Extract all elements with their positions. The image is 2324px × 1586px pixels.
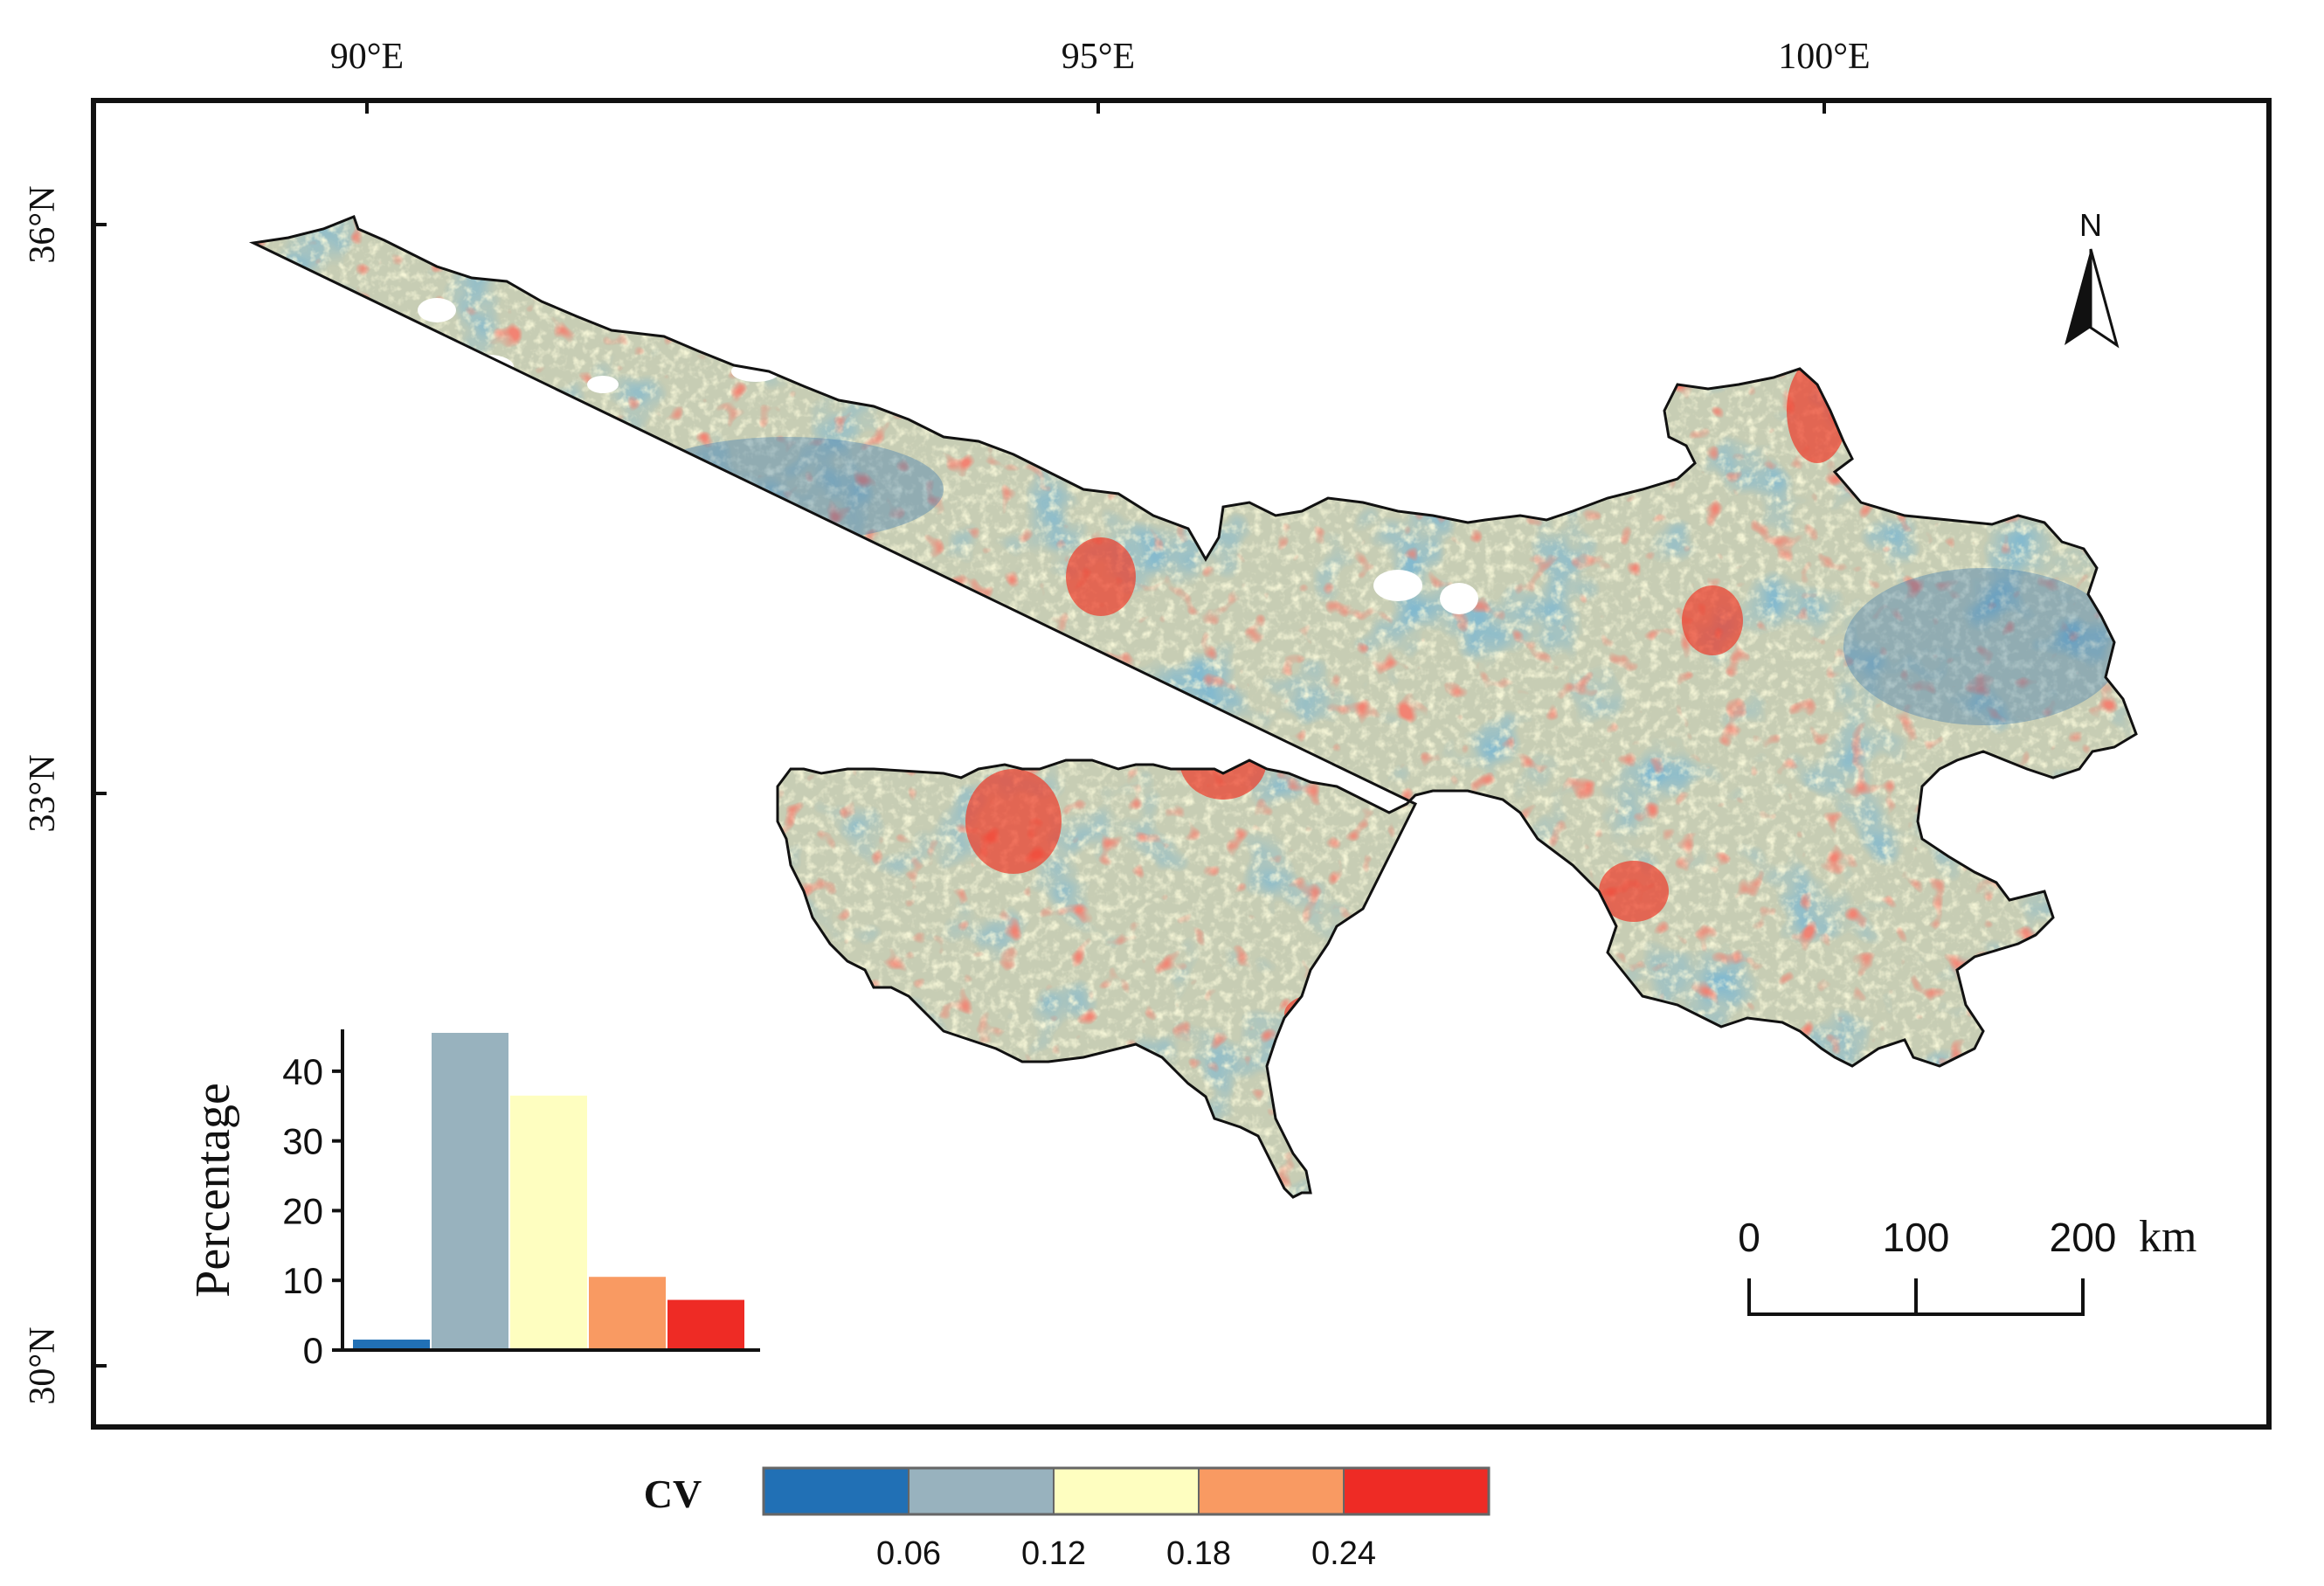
map-frame — [91, 98, 2272, 1430]
legend-swatch-0 — [763, 1467, 910, 1515]
lat-label-30n: 30°N — [23, 1326, 63, 1404]
lon-label-95e: 95°E — [1062, 37, 1135, 77]
scale-bar-line — [1747, 1278, 2085, 1316]
legend-outline — [762, 1466, 1491, 1516]
inset-ytick-label-2: 20 — [282, 1190, 323, 1231]
inset-y-label: Percentage — [186, 1083, 240, 1298]
legend-swatch-4 — [1343, 1467, 1490, 1515]
legend-swatch-1 — [908, 1467, 1055, 1515]
inset-ytick-label-0: 0 — [303, 1330, 323, 1371]
inset-ytick-label-4: 40 — [282, 1051, 323, 1092]
scale-tick-200: 200 — [2050, 1215, 2117, 1260]
scale-tick-0: 0 — [1738, 1215, 1760, 1260]
legend-break-0: 0.06 — [876, 1535, 941, 1572]
inset-histogram: 0 10 20 30 40 Percentage — [186, 1029, 760, 1371]
inset-ytick-label-1: 10 — [282, 1260, 323, 1301]
bar-4 — [667, 1299, 744, 1350]
graticule-ticks — [93, 100, 1826, 1368]
scale-tick-100: 100 — [1883, 1215, 1950, 1260]
legend-break-3: 0.24 — [1311, 1535, 1376, 1572]
bar-0 — [353, 1340, 430, 1350]
cv-legend: CV 0.06 0.12 0.18 0.24 — [644, 1466, 1491, 1572]
bar-1 — [432, 1032, 508, 1350]
lon-label-100e: 100°E — [1778, 37, 1870, 77]
lon-label-90e: 90°E — [330, 37, 404, 77]
legend-break-2: 0.18 — [1166, 1535, 1231, 1572]
bar-2 — [510, 1095, 587, 1350]
legend-break-1: 0.12 — [1021, 1535, 1086, 1572]
study-region — [252, 215, 2138, 1199]
scale-unit: km — [2139, 1212, 2196, 1262]
north-arrow: N — [2065, 207, 2120, 349]
north-arrow-left-half — [2065, 249, 2091, 345]
lat-label-33n: 33°N — [23, 754, 63, 832]
bar-3 — [589, 1277, 666, 1350]
north-label: N — [2079, 207, 2102, 243]
lat-label-36n: 36°N — [23, 185, 63, 263]
legend-swatch-2 — [1053, 1467, 1200, 1515]
legend-swatch-3 — [1198, 1467, 1345, 1515]
scale-bar: 0 100 200 km — [1738, 1212, 2196, 1316]
legend-title: CV — [644, 1472, 702, 1516]
inset-ytick-label-3: 30 — [282, 1121, 323, 1162]
north-arrow-right-half — [2089, 248, 2120, 349]
